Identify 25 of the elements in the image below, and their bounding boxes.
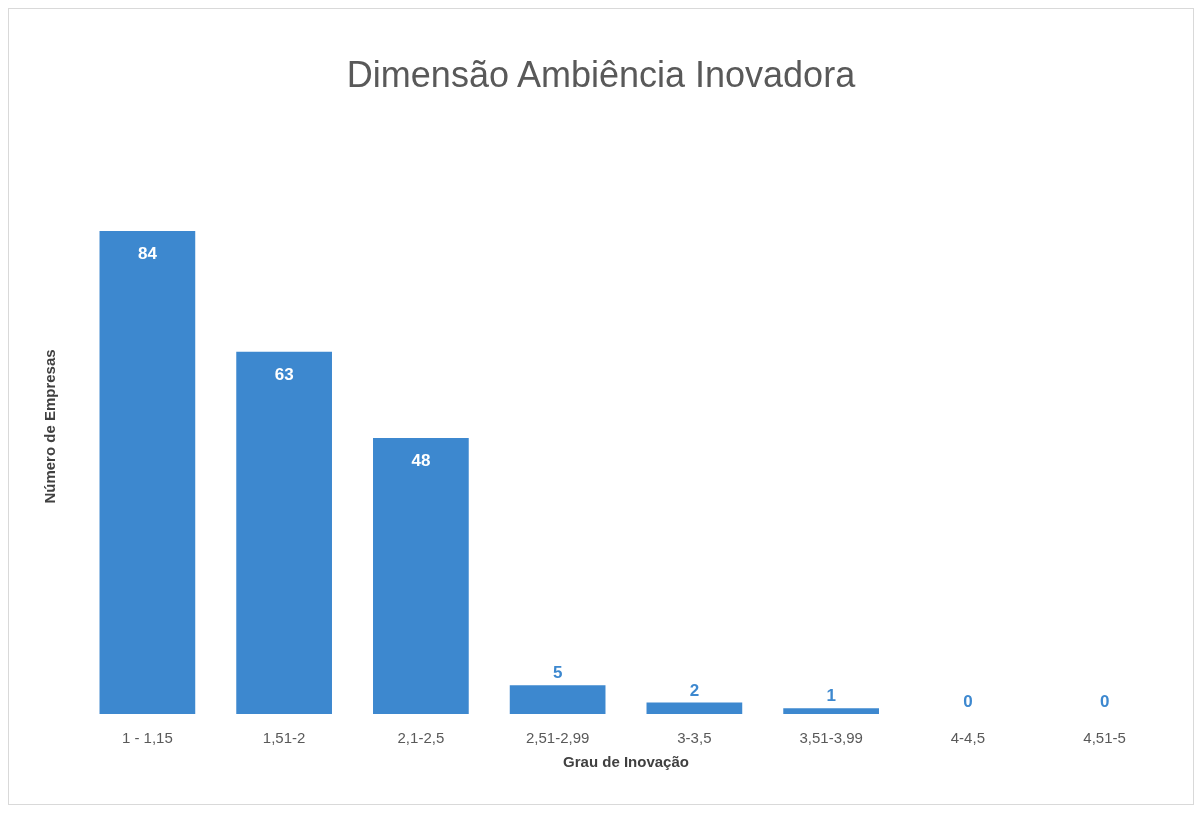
x-tick-label: 2,51-2,99 (525, 729, 590, 746)
x-tick-label: 3,51-3,99 (799, 729, 863, 746)
x-tick-label: 1 - 1,15 (121, 729, 173, 746)
data-label: 2 (689, 680, 700, 700)
data-label: 63 (274, 364, 294, 384)
data-label: 84 (137, 244, 158, 263)
bar (509, 685, 606, 714)
data-label: 48 (411, 451, 431, 470)
bar (783, 708, 879, 714)
x-tick-label: 3-3,5 (677, 729, 712, 746)
x-tick-label: 4-4,5 (950, 729, 985, 746)
x-tick-label: 2,1-2,5 (397, 729, 445, 746)
chart-title: Dimensão Ambiência Inovadora (346, 53, 857, 95)
bar (99, 231, 196, 714)
data-label: 0 (1099, 692, 1110, 711)
bar (646, 702, 743, 714)
bar (236, 351, 332, 714)
data-label: 1 (826, 686, 836, 706)
bar (373, 438, 469, 714)
x-axis-title: Grau de Inovação (563, 753, 689, 770)
data-label: 5 (552, 663, 563, 683)
data-label: 0 (963, 692, 973, 711)
x-tick-label: 4,51-5 (1083, 729, 1126, 746)
x-tick-label: 1,51-2 (262, 729, 306, 746)
y-axis-title: Número de Empresas (41, 349, 58, 504)
